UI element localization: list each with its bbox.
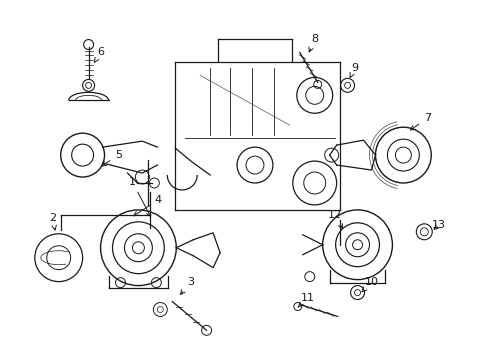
Text: 5: 5: [102, 150, 122, 166]
Text: 6: 6: [94, 48, 104, 63]
Text: 10: 10: [361, 276, 378, 292]
Text: 2: 2: [49, 213, 56, 230]
Text: 11: 11: [297, 293, 314, 307]
Text: 4: 4: [133, 195, 162, 216]
Text: 8: 8: [308, 33, 318, 52]
Text: 3: 3: [180, 276, 193, 294]
Text: 1: 1: [129, 177, 150, 216]
Text: 13: 13: [431, 220, 446, 230]
Text: 9: 9: [349, 63, 357, 77]
Text: 7: 7: [410, 113, 430, 130]
Text: 12: 12: [327, 210, 342, 229]
